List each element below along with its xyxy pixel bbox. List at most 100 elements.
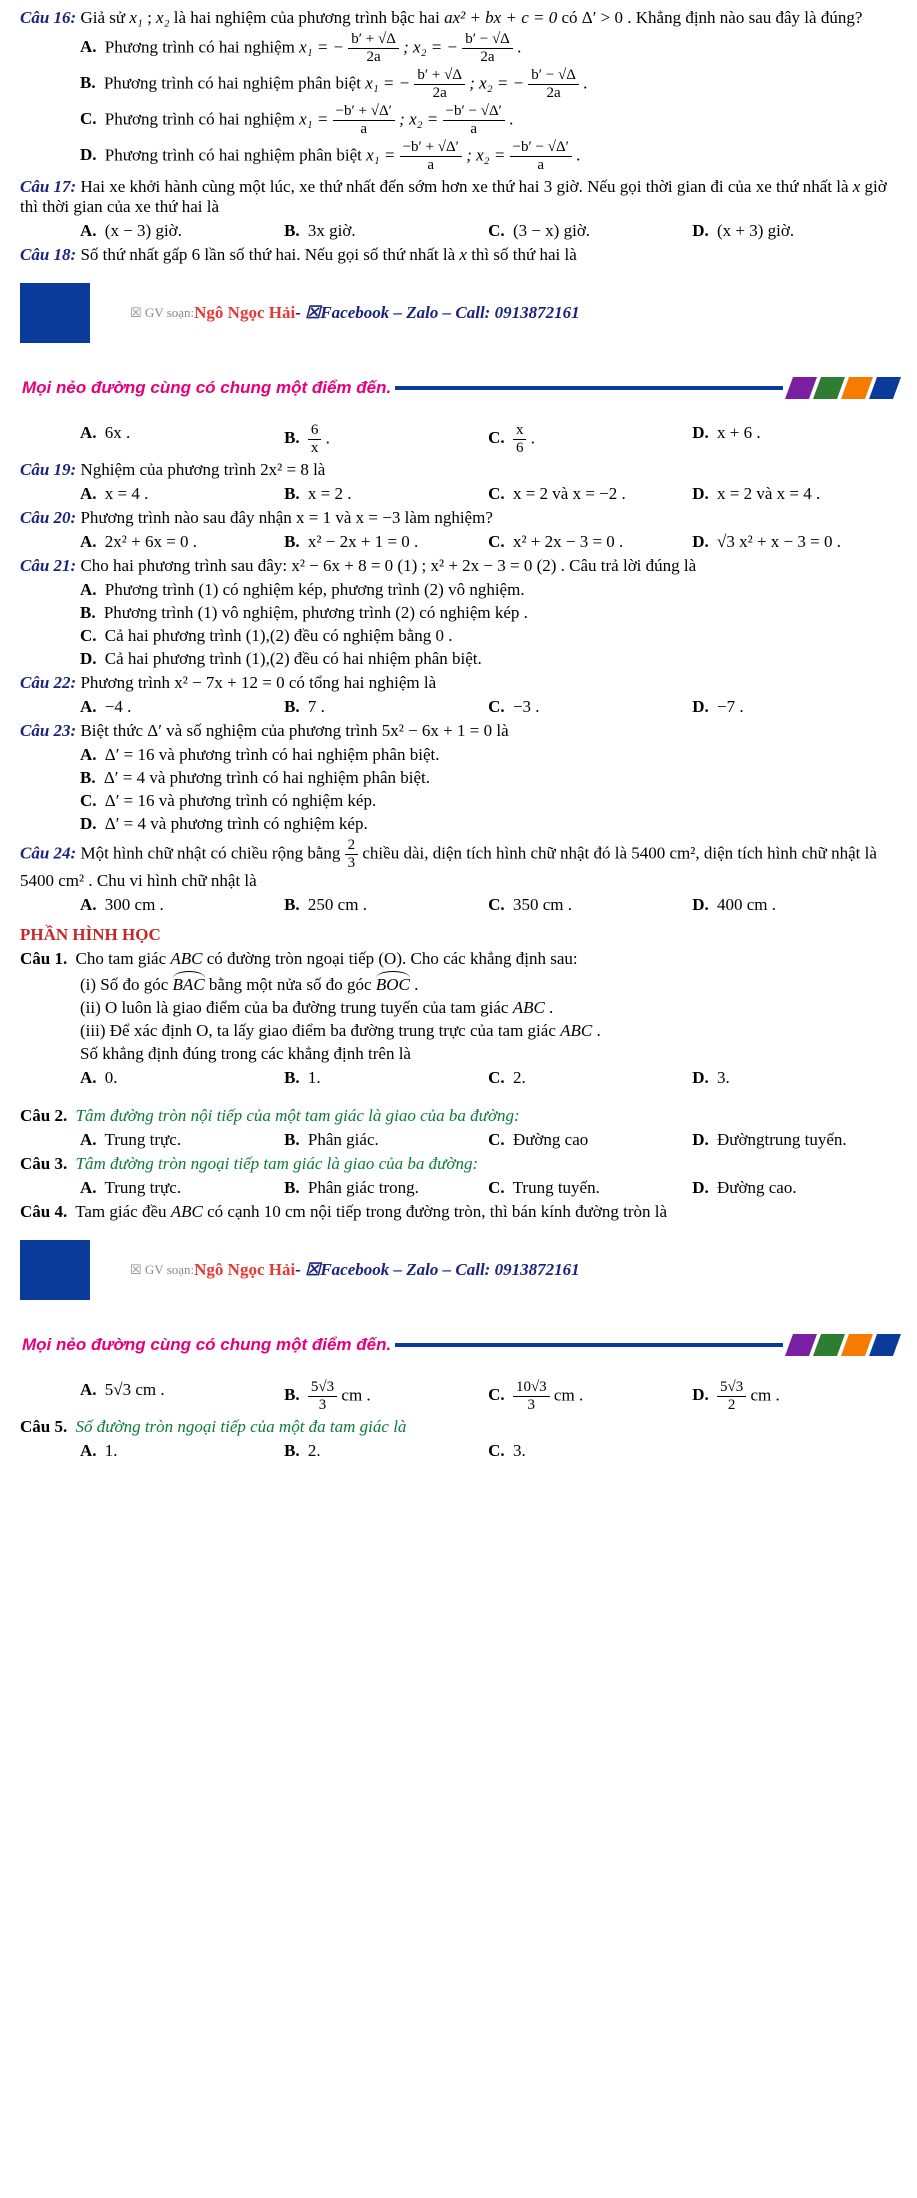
q17-x: x xyxy=(853,177,861,196)
letter: C. xyxy=(488,1068,505,1087)
q24-b: B. 250 cm . xyxy=(284,895,480,915)
h3-opts: A. Trung trực. B. Phân giác trong. C. Tr… xyxy=(20,1178,897,1198)
txt: √3 x² + x − 3 = 0 . xyxy=(713,532,841,551)
letter: C. xyxy=(488,428,505,447)
txt: Phân giác trong. xyxy=(304,1178,419,1197)
q22-a: A. −4 . xyxy=(80,697,276,717)
txt: x² − 2x + 1 = 0 . xyxy=(304,532,419,551)
fn: 10√3 xyxy=(513,1380,550,1397)
fd: 2a xyxy=(348,49,399,65)
q22-label: Câu 22: xyxy=(20,673,76,692)
q23-a: A. Δ′ = 16 và phương trình có hai nghiệm… xyxy=(20,745,897,765)
slash-icon xyxy=(813,377,845,399)
txt: (x + 3) giờ. xyxy=(713,221,794,240)
h1-stem: Câu 1. Cho tam giác ABC có đường tròn ng… xyxy=(20,949,897,969)
h1-opts: A. 0. B. 1. C. 2. D. 3. xyxy=(20,1068,897,1088)
eq-x1: x₁ = xyxy=(299,109,332,128)
footer-prefix: ☒ GV soạn: xyxy=(130,1262,194,1278)
q20-stem: Câu 20: Phương trình nào sau đây nhận x … xyxy=(20,508,897,528)
txt: 250 cm . xyxy=(304,895,367,914)
q23-c: C. Δ′ = 16 và phương trình có nghiệm kép… xyxy=(20,791,897,811)
q22-stem: Câu 22: Phương trình x² − 7x + 12 = 0 có… xyxy=(20,673,897,693)
q20-c: C. x² + 2x − 3 = 0 . xyxy=(488,532,684,552)
footer-mid: - ☒ xyxy=(295,1260,320,1280)
q20-opts: A. 2x² + 6x = 0 . B. x² − 2x + 1 = 0 . C… xyxy=(20,532,897,552)
q16-x2: x₂ xyxy=(156,8,169,27)
fd: 3 xyxy=(513,1397,550,1413)
h2-c: C. Đường cao xyxy=(488,1130,684,1150)
fd: 3 xyxy=(345,855,359,871)
txt: Đường cao xyxy=(509,1130,589,1149)
h1-i: (i) Số đo góc BAC bằng một nửa số đo góc… xyxy=(20,973,897,995)
fn: 5√3 xyxy=(717,1380,746,1397)
letter: C. xyxy=(488,895,505,914)
q24-label: Câu 24: xyxy=(20,843,76,862)
txt: 0. xyxy=(101,1068,118,1087)
h5-opts: A. 1. B. 2. C. 3. xyxy=(20,1441,897,1461)
q24-c: C. 350 cm . xyxy=(488,895,684,915)
fd: 6 xyxy=(513,440,527,456)
h4-d: D. 5√32 cm . xyxy=(692,1380,888,1413)
letter: B. xyxy=(80,603,96,622)
h3-a: A. Trung trực. xyxy=(80,1178,276,1198)
frac: −b′ + √Δ′a xyxy=(400,140,462,173)
letter: C. xyxy=(488,1441,505,1460)
q23-b: B. Δ′ = 4 và phương trình có hai nghiệm … xyxy=(20,768,897,788)
txt: Cả hai phương trình (1),(2) đều có hai n… xyxy=(101,649,482,668)
q16-d-text: Phương trình có hai nghiệm phân biệt xyxy=(105,145,366,164)
q16-a-text: Phương trình có hai nghiệm xyxy=(105,37,299,56)
q24-d: D. 400 cm . xyxy=(692,895,888,915)
letter: D. xyxy=(692,484,709,503)
dot: . xyxy=(583,73,587,92)
frac: b′ + √Δ2a xyxy=(414,68,465,101)
txt: 1. xyxy=(101,1441,118,1460)
footer-prefix: ☒ GV soạn: xyxy=(130,305,194,321)
q24-a: A. 300 cm . xyxy=(80,895,276,915)
txt: 2. xyxy=(509,1068,526,1087)
h5-label: Câu 5. xyxy=(20,1417,67,1436)
slash-icon xyxy=(813,1334,845,1356)
unit: cm . xyxy=(554,1385,583,1404)
fn: b′ + √Δ xyxy=(348,32,399,49)
frac: 5√33 xyxy=(308,1380,337,1413)
letter: B. xyxy=(284,1441,300,1460)
h4-a: A. 5√3 cm . xyxy=(80,1380,276,1413)
txt: 5√3 cm . xyxy=(101,1380,165,1399)
footer-mid: - ☒ xyxy=(295,303,320,323)
banner-text: Mọi nẻo đường cùng có chung một điểm đến… xyxy=(20,378,391,398)
q21-b: B. Phương trình (1) vô nghiệm, phương tr… xyxy=(20,603,897,623)
q16-t2: là hai nghiệm của phương trình bậc hai xyxy=(174,8,444,27)
eq-x1: x₁ = − xyxy=(299,37,348,56)
q20-a: A. 2x² + 6x = 0 . xyxy=(80,532,276,552)
letter: C. xyxy=(488,697,505,716)
banner-line xyxy=(395,386,783,390)
fn: x xyxy=(513,423,527,440)
slash-icon xyxy=(869,377,901,399)
frac: −b′ − √Δ′a xyxy=(510,140,572,173)
frac: −b′ − √Δ′a xyxy=(443,104,505,137)
q16-x1: x₁ xyxy=(129,8,142,27)
letter: D. xyxy=(80,649,97,668)
h1-ii: (ii) O luôn là giao điểm của ba đường tr… xyxy=(20,998,897,1018)
txt: Đườngtrung tuyến. xyxy=(713,1130,847,1149)
dot: . xyxy=(326,428,330,447)
txt: Phương trình (1) có nghiệm kép, phương t… xyxy=(101,580,525,599)
iii: (iii) Để xác định O, ta lấy giao điểm ba… xyxy=(80,1021,560,1040)
eq-x1: x₁ = − xyxy=(365,73,414,92)
h4-label: Câu 4. xyxy=(20,1202,67,1221)
letter: C. xyxy=(488,1385,505,1404)
txt: Đường cao. xyxy=(713,1178,797,1197)
q18-a: A. 6x . xyxy=(80,423,276,456)
q16-t3: có Δ′ > 0 . Khẳng định nào sau đây là đú… xyxy=(561,8,862,27)
slash-icon xyxy=(785,1334,817,1356)
h3-text: Tâm đường tròn ngoại tiếp tam giác là gi… xyxy=(75,1154,478,1173)
q24-opts: A. 300 cm . B. 250 cm . C. 350 cm . D. 4… xyxy=(20,895,897,915)
frac: 5√32 xyxy=(717,1380,746,1413)
frac: b′ − √Δ2a xyxy=(528,68,579,101)
letter: A. xyxy=(80,1068,97,1087)
txt: Δ′ = 4 và phương trình có nghiệm kép. xyxy=(101,814,368,833)
txt: x = 2 và x = −2 . xyxy=(509,484,626,503)
txt: 1. xyxy=(304,1068,321,1087)
q19-label: Câu 19: xyxy=(20,460,76,479)
fn: b′ + √Δ xyxy=(414,68,465,85)
